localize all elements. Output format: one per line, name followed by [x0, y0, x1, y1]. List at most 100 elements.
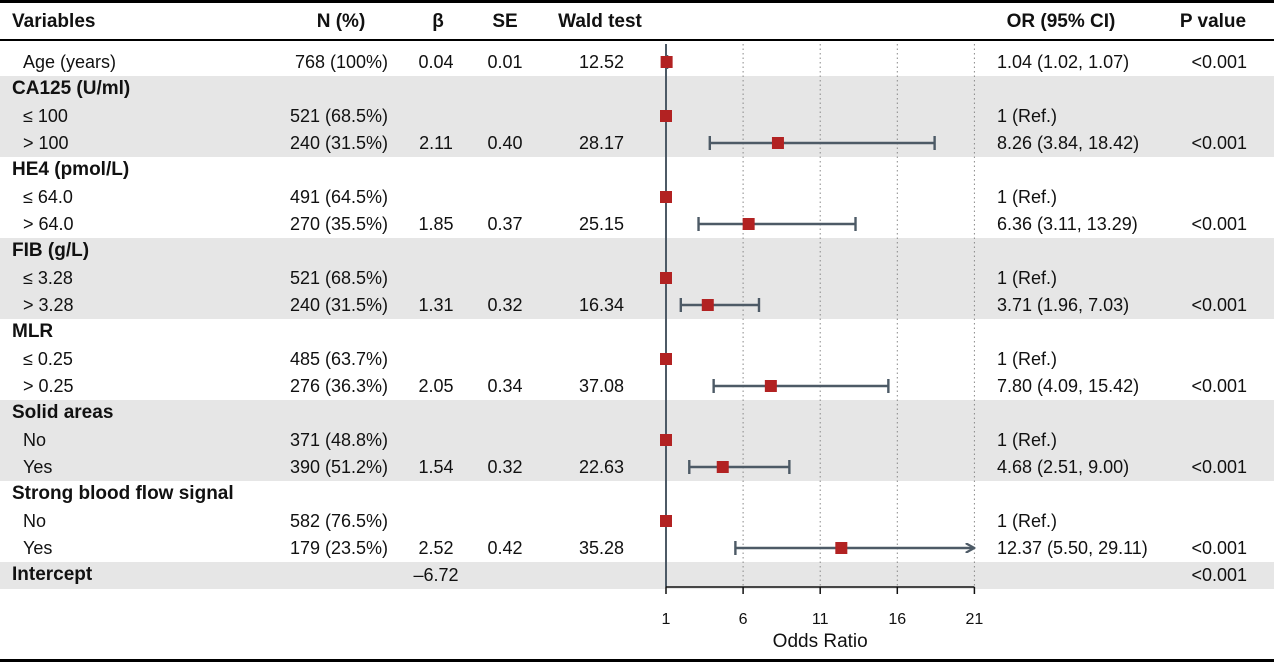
cell-se: 0.34	[487, 376, 523, 396]
cell-se: 0.01	[487, 52, 523, 72]
or-marker	[660, 56, 673, 68]
row-label: No	[23, 430, 47, 450]
reference-marker	[660, 191, 672, 203]
cell-n: 491 (64.5%)	[289, 187, 388, 207]
cell-or-ci: 1 (Ref.)	[997, 430, 1058, 450]
group-heading: HE4 (pmol/L)	[12, 159, 130, 180]
cell-n: 485 (63.7%)	[289, 349, 388, 369]
group-heading: MLR	[12, 321, 54, 342]
row-shade	[0, 291, 1274, 319]
x-tick-label-11: 11	[812, 611, 829, 628]
row-label: Yes	[23, 457, 53, 477]
row-label: ≤ 64.0	[23, 187, 73, 207]
row-shade	[0, 237, 1274, 265]
row-label: > 100	[23, 133, 69, 153]
cell-se: 0.32	[487, 295, 523, 315]
or-marker	[701, 299, 714, 311]
cell-beta: 2.52	[418, 538, 454, 558]
cell-p-value: <0.001	[1191, 214, 1247, 234]
header-se: SE	[492, 11, 518, 32]
cell-p-value: <0.001	[1191, 295, 1247, 315]
cell-wald: 12.52	[578, 52, 624, 72]
cell-or-ci: 6.36 (3.11, 13.29)	[997, 214, 1138, 234]
group-heading: CA125 (U/ml)	[12, 78, 131, 99]
cell-p-value: <0.001	[1191, 52, 1247, 72]
row-label: ≤ 100	[23, 106, 68, 126]
x-tick-label-16: 16	[888, 611, 906, 628]
cell-n: 276 (36.3%)	[289, 376, 388, 396]
cell-beta: 1.85	[418, 214, 454, 234]
cell-p-value: <0.001	[1191, 376, 1247, 396]
cell-wald: 16.34	[578, 295, 624, 315]
or-marker	[835, 542, 848, 554]
cell-or-ci: 1 (Ref.)	[997, 106, 1058, 126]
header-beta: β	[432, 11, 444, 32]
or-marker	[771, 137, 784, 149]
reference-marker	[660, 515, 672, 527]
row-shade	[0, 453, 1274, 481]
cell-p-value: <0.001	[1191, 538, 1247, 558]
reference-marker	[660, 272, 672, 284]
cell-p-value: <0.001	[1191, 133, 1247, 153]
cell-or-ci: 4.68 (2.51, 9.00)	[997, 457, 1130, 477]
cell-wald: 22.63	[578, 457, 624, 477]
row-label: > 64.0	[23, 214, 74, 234]
cell-or-ci: 1 (Ref.)	[997, 187, 1058, 207]
row-label: No	[23, 511, 47, 531]
cell-n: 390 (51.2%)	[289, 457, 388, 477]
reference-marker	[660, 434, 672, 446]
or-marker	[716, 461, 729, 473]
cell-n: 768 (100%)	[294, 52, 388, 72]
cell-n: 270 (35.5%)	[289, 214, 388, 234]
cell-se: 0.32	[487, 457, 523, 477]
row-shade	[0, 129, 1274, 157]
cell-n: 371 (48.8%)	[289, 430, 388, 450]
top-rule	[0, 0, 1274, 3]
row-shade	[0, 399, 1274, 427]
header-p-value: P value	[1179, 11, 1247, 32]
header-n: N (%)	[316, 11, 366, 32]
x-axis-title: Odds Ratio	[773, 631, 868, 652]
cell-wald: 35.28	[578, 538, 624, 558]
x-tick-label-1: 1	[662, 611, 671, 628]
cell-n: 521 (68.5%)	[289, 106, 388, 126]
cell-or-ci: 8.26 (3.84, 18.42)	[997, 133, 1140, 153]
row-label: > 0.25	[23, 376, 74, 396]
cell-n: 179 (23.5%)	[289, 538, 388, 558]
cell-or-ci: 12.37 (5.50, 29.11)	[997, 538, 1148, 558]
header-wald: Wald test	[558, 11, 642, 32]
cell-beta: 0.04	[418, 52, 454, 72]
cell-or-ci: 7.80 (4.09, 15.42)	[997, 376, 1140, 396]
cell-n: 240 (31.5%)	[289, 133, 388, 153]
group-heading: FIB (g/L)	[12, 240, 90, 261]
row-shade	[0, 561, 1274, 589]
or-marker	[764, 380, 777, 392]
header-variables: Variables	[12, 11, 96, 32]
cell-or-ci: 1 (Ref.)	[997, 511, 1058, 531]
cell-se: 0.42	[487, 538, 523, 558]
row-label: ≤ 0.25	[23, 349, 73, 369]
row-shade	[0, 264, 1274, 292]
group-heading: Solid areas	[12, 402, 114, 423]
cell-beta: 1.31	[418, 295, 454, 315]
cell-n: 240 (31.5%)	[289, 295, 388, 315]
row-shade	[0, 426, 1274, 454]
cell-beta: 2.11	[419, 133, 453, 153]
cell-beta: –6.72	[413, 565, 459, 585]
reference-marker	[660, 353, 672, 365]
reference-marker	[660, 110, 672, 122]
row-shade	[0, 75, 1274, 103]
cell-wald: 37.08	[578, 376, 624, 396]
or-marker	[742, 218, 755, 230]
row-label: ≤ 3.28	[23, 268, 73, 288]
cell-se: 0.40	[487, 133, 523, 153]
bottom-rule	[0, 659, 1274, 662]
x-tick-label-6: 6	[739, 611, 748, 628]
cell-p-value: <0.001	[1191, 565, 1247, 585]
x-tick-label-21: 21	[966, 611, 984, 628]
row-label: Yes	[23, 538, 53, 558]
cell-n: 521 (68.5%)	[289, 268, 388, 288]
cell-wald: 25.15	[578, 214, 624, 234]
